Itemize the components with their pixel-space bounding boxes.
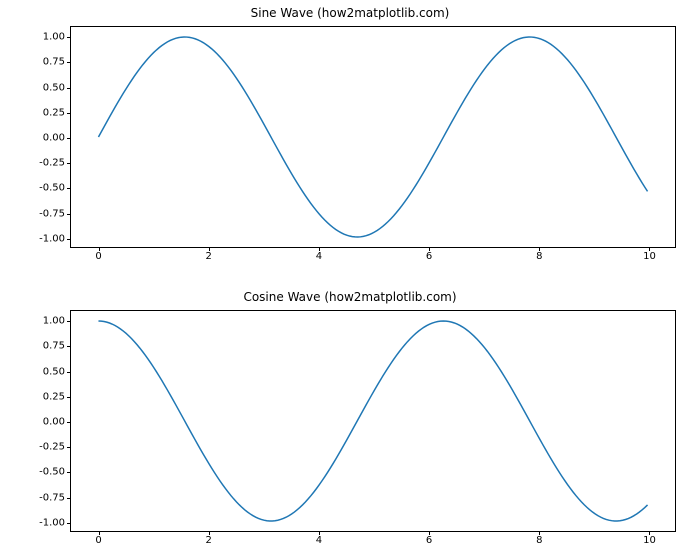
ytick-mark [67,346,71,347]
ytick-mark [67,188,71,189]
xtick-mark [649,247,650,251]
ytick-mark [67,163,71,164]
ytick-mark [67,422,71,423]
figure: Sine Wave (how2matplotlib.com) -1.00-0.7… [0,0,700,560]
subplot-cosine: Cosine Wave (how2matplotlib.com) -1.00-0… [0,290,700,554]
xtick-mark [99,531,100,535]
ytick-mark [67,37,71,38]
series-line [98,37,647,237]
ytick-mark [67,214,71,215]
line-plot [71,311,675,531]
subplot-sine: Sine Wave (how2matplotlib.com) -1.00-0.7… [0,6,700,270]
xtick-mark [429,531,430,535]
axes-box: -1.00-0.75-0.50-0.250.000.250.500.751.00… [70,26,676,248]
xtick-mark [539,531,540,535]
ytick-mark [67,498,71,499]
ytick-mark [67,62,71,63]
ytick-mark [67,113,71,114]
ytick-mark [67,138,71,139]
subplot-title: Cosine Wave (how2matplotlib.com) [0,290,700,304]
ytick-mark [67,472,71,473]
xtick-mark [319,531,320,535]
ytick-mark [67,372,71,373]
xtick-mark [209,247,210,251]
xtick-mark [319,247,320,251]
ytick-mark [67,447,71,448]
axes-box: -1.00-0.75-0.50-0.250.000.250.500.751.00… [70,310,676,532]
ytick-mark [67,239,71,240]
xtick-mark [429,247,430,251]
xtick-mark [209,531,210,535]
ytick-mark [67,523,71,524]
xtick-mark [539,247,540,251]
subplot-title: Sine Wave (how2matplotlib.com) [0,6,700,20]
ytick-mark [67,88,71,89]
series-line [98,321,647,521]
line-plot [71,27,675,247]
ytick-mark [67,397,71,398]
ytick-mark [67,321,71,322]
xtick-mark [649,531,650,535]
xtick-mark [99,247,100,251]
